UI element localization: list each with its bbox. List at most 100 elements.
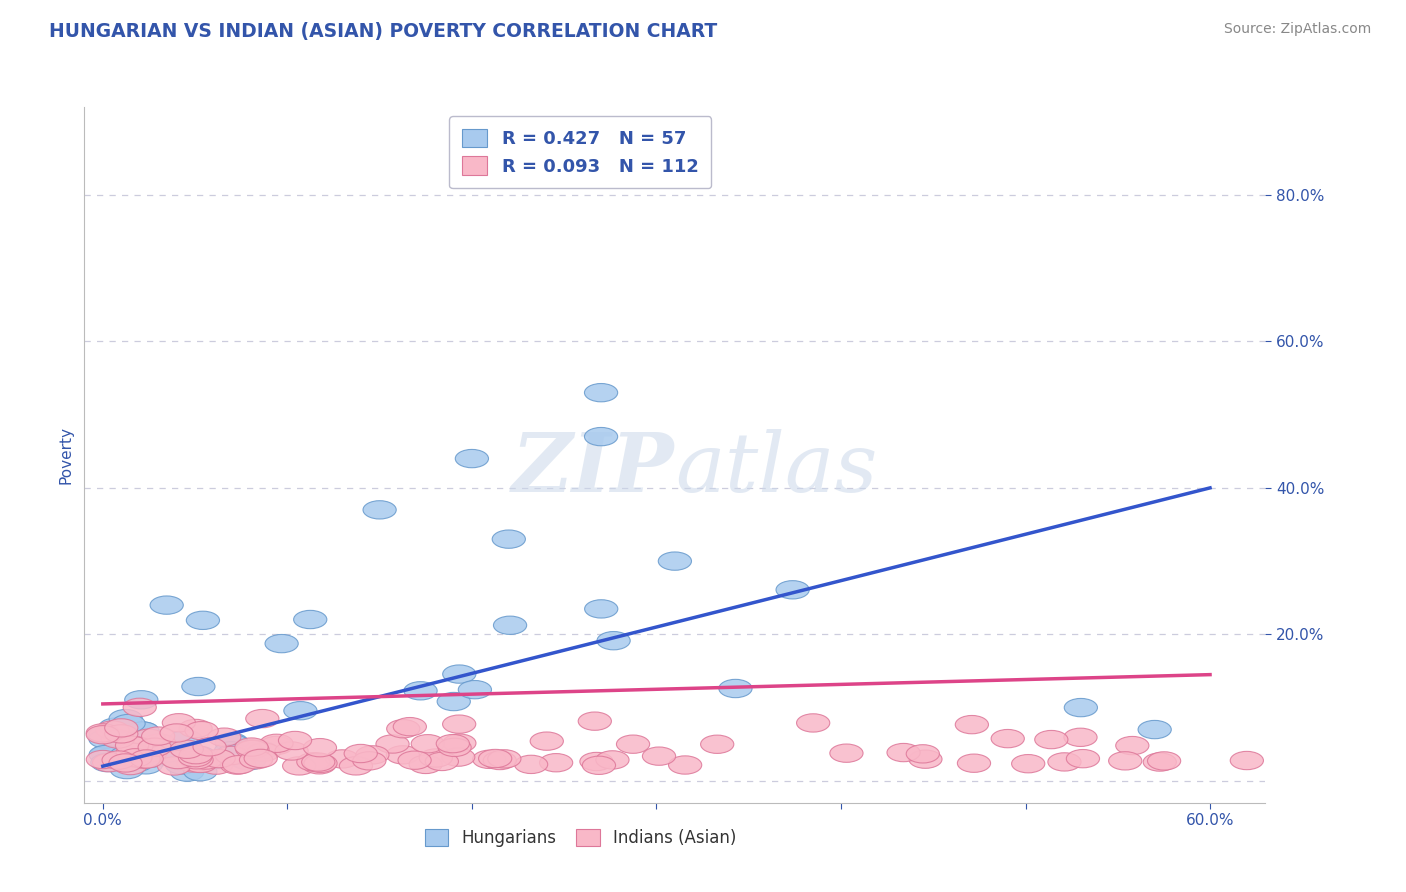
Ellipse shape <box>404 681 437 700</box>
Ellipse shape <box>184 763 217 780</box>
Ellipse shape <box>104 719 138 737</box>
Ellipse shape <box>162 750 194 769</box>
Ellipse shape <box>283 756 316 775</box>
Ellipse shape <box>103 751 135 769</box>
Ellipse shape <box>193 738 226 756</box>
Ellipse shape <box>127 722 159 740</box>
Ellipse shape <box>596 751 628 769</box>
Ellipse shape <box>190 751 222 769</box>
Ellipse shape <box>86 750 120 769</box>
Ellipse shape <box>86 723 120 742</box>
Ellipse shape <box>264 634 298 653</box>
Ellipse shape <box>441 748 475 766</box>
Ellipse shape <box>98 718 132 736</box>
Ellipse shape <box>472 750 506 769</box>
Ellipse shape <box>215 733 249 751</box>
Ellipse shape <box>127 750 160 768</box>
Ellipse shape <box>215 734 249 753</box>
Ellipse shape <box>585 427 617 446</box>
Ellipse shape <box>142 727 174 745</box>
Ellipse shape <box>776 581 810 599</box>
Ellipse shape <box>222 756 256 773</box>
Ellipse shape <box>492 530 526 549</box>
Ellipse shape <box>138 738 172 756</box>
Ellipse shape <box>356 746 389 764</box>
Ellipse shape <box>236 740 269 758</box>
Ellipse shape <box>297 753 330 771</box>
Ellipse shape <box>245 749 277 768</box>
Ellipse shape <box>276 742 308 760</box>
Ellipse shape <box>797 714 830 732</box>
Ellipse shape <box>110 761 143 779</box>
Ellipse shape <box>484 751 516 770</box>
Ellipse shape <box>398 751 432 770</box>
Ellipse shape <box>245 741 277 759</box>
Ellipse shape <box>246 709 278 728</box>
Ellipse shape <box>108 754 142 772</box>
Ellipse shape <box>202 749 235 768</box>
Ellipse shape <box>214 742 247 760</box>
Ellipse shape <box>578 712 612 731</box>
Ellipse shape <box>478 749 512 768</box>
Ellipse shape <box>443 715 475 733</box>
Ellipse shape <box>718 680 752 698</box>
Text: Source: ZipAtlas.com: Source: ZipAtlas.com <box>1223 22 1371 37</box>
Ellipse shape <box>700 735 734 754</box>
Text: HUNGARIAN VS INDIAN (ASIAN) POVERTY CORRELATION CHART: HUNGARIAN VS INDIAN (ASIAN) POVERTY CORR… <box>49 22 717 41</box>
Ellipse shape <box>394 717 426 736</box>
Ellipse shape <box>582 756 616 774</box>
Ellipse shape <box>1143 753 1177 772</box>
Ellipse shape <box>1011 755 1045 772</box>
Ellipse shape <box>181 677 215 696</box>
Ellipse shape <box>89 725 122 744</box>
Ellipse shape <box>411 735 444 753</box>
Ellipse shape <box>363 500 396 519</box>
Ellipse shape <box>86 725 120 744</box>
Ellipse shape <box>643 747 676 765</box>
Ellipse shape <box>160 723 193 742</box>
Ellipse shape <box>443 665 475 683</box>
Ellipse shape <box>955 715 988 734</box>
Ellipse shape <box>585 384 617 401</box>
Ellipse shape <box>183 747 215 764</box>
Ellipse shape <box>120 748 152 767</box>
Ellipse shape <box>124 698 156 716</box>
Ellipse shape <box>229 751 263 769</box>
Ellipse shape <box>187 611 219 630</box>
Ellipse shape <box>1047 753 1081 771</box>
Ellipse shape <box>200 756 233 774</box>
Ellipse shape <box>179 719 212 738</box>
Ellipse shape <box>91 745 125 763</box>
Ellipse shape <box>157 756 191 775</box>
Legend: Hungarians, Indians (Asian): Hungarians, Indians (Asian) <box>418 822 742 854</box>
Ellipse shape <box>101 730 135 748</box>
Ellipse shape <box>907 745 939 763</box>
Ellipse shape <box>304 739 336 756</box>
Ellipse shape <box>232 752 266 770</box>
Ellipse shape <box>1147 752 1181 770</box>
Ellipse shape <box>188 753 222 772</box>
Ellipse shape <box>138 749 172 767</box>
Ellipse shape <box>540 754 572 772</box>
Ellipse shape <box>437 692 471 711</box>
Ellipse shape <box>375 735 409 753</box>
Ellipse shape <box>132 729 166 747</box>
Ellipse shape <box>260 734 292 753</box>
Ellipse shape <box>991 730 1025 747</box>
Ellipse shape <box>458 681 492 698</box>
Ellipse shape <box>96 721 129 739</box>
Ellipse shape <box>419 748 453 767</box>
Ellipse shape <box>908 750 942 768</box>
Ellipse shape <box>186 722 218 739</box>
Ellipse shape <box>326 750 359 768</box>
Ellipse shape <box>339 756 373 775</box>
Ellipse shape <box>530 732 564 750</box>
Ellipse shape <box>436 734 470 753</box>
Ellipse shape <box>110 709 142 728</box>
Ellipse shape <box>169 731 202 748</box>
Ellipse shape <box>134 744 167 762</box>
Text: ZIP: ZIP <box>512 429 675 508</box>
Ellipse shape <box>387 720 420 738</box>
Ellipse shape <box>162 714 195 732</box>
Ellipse shape <box>114 756 148 775</box>
